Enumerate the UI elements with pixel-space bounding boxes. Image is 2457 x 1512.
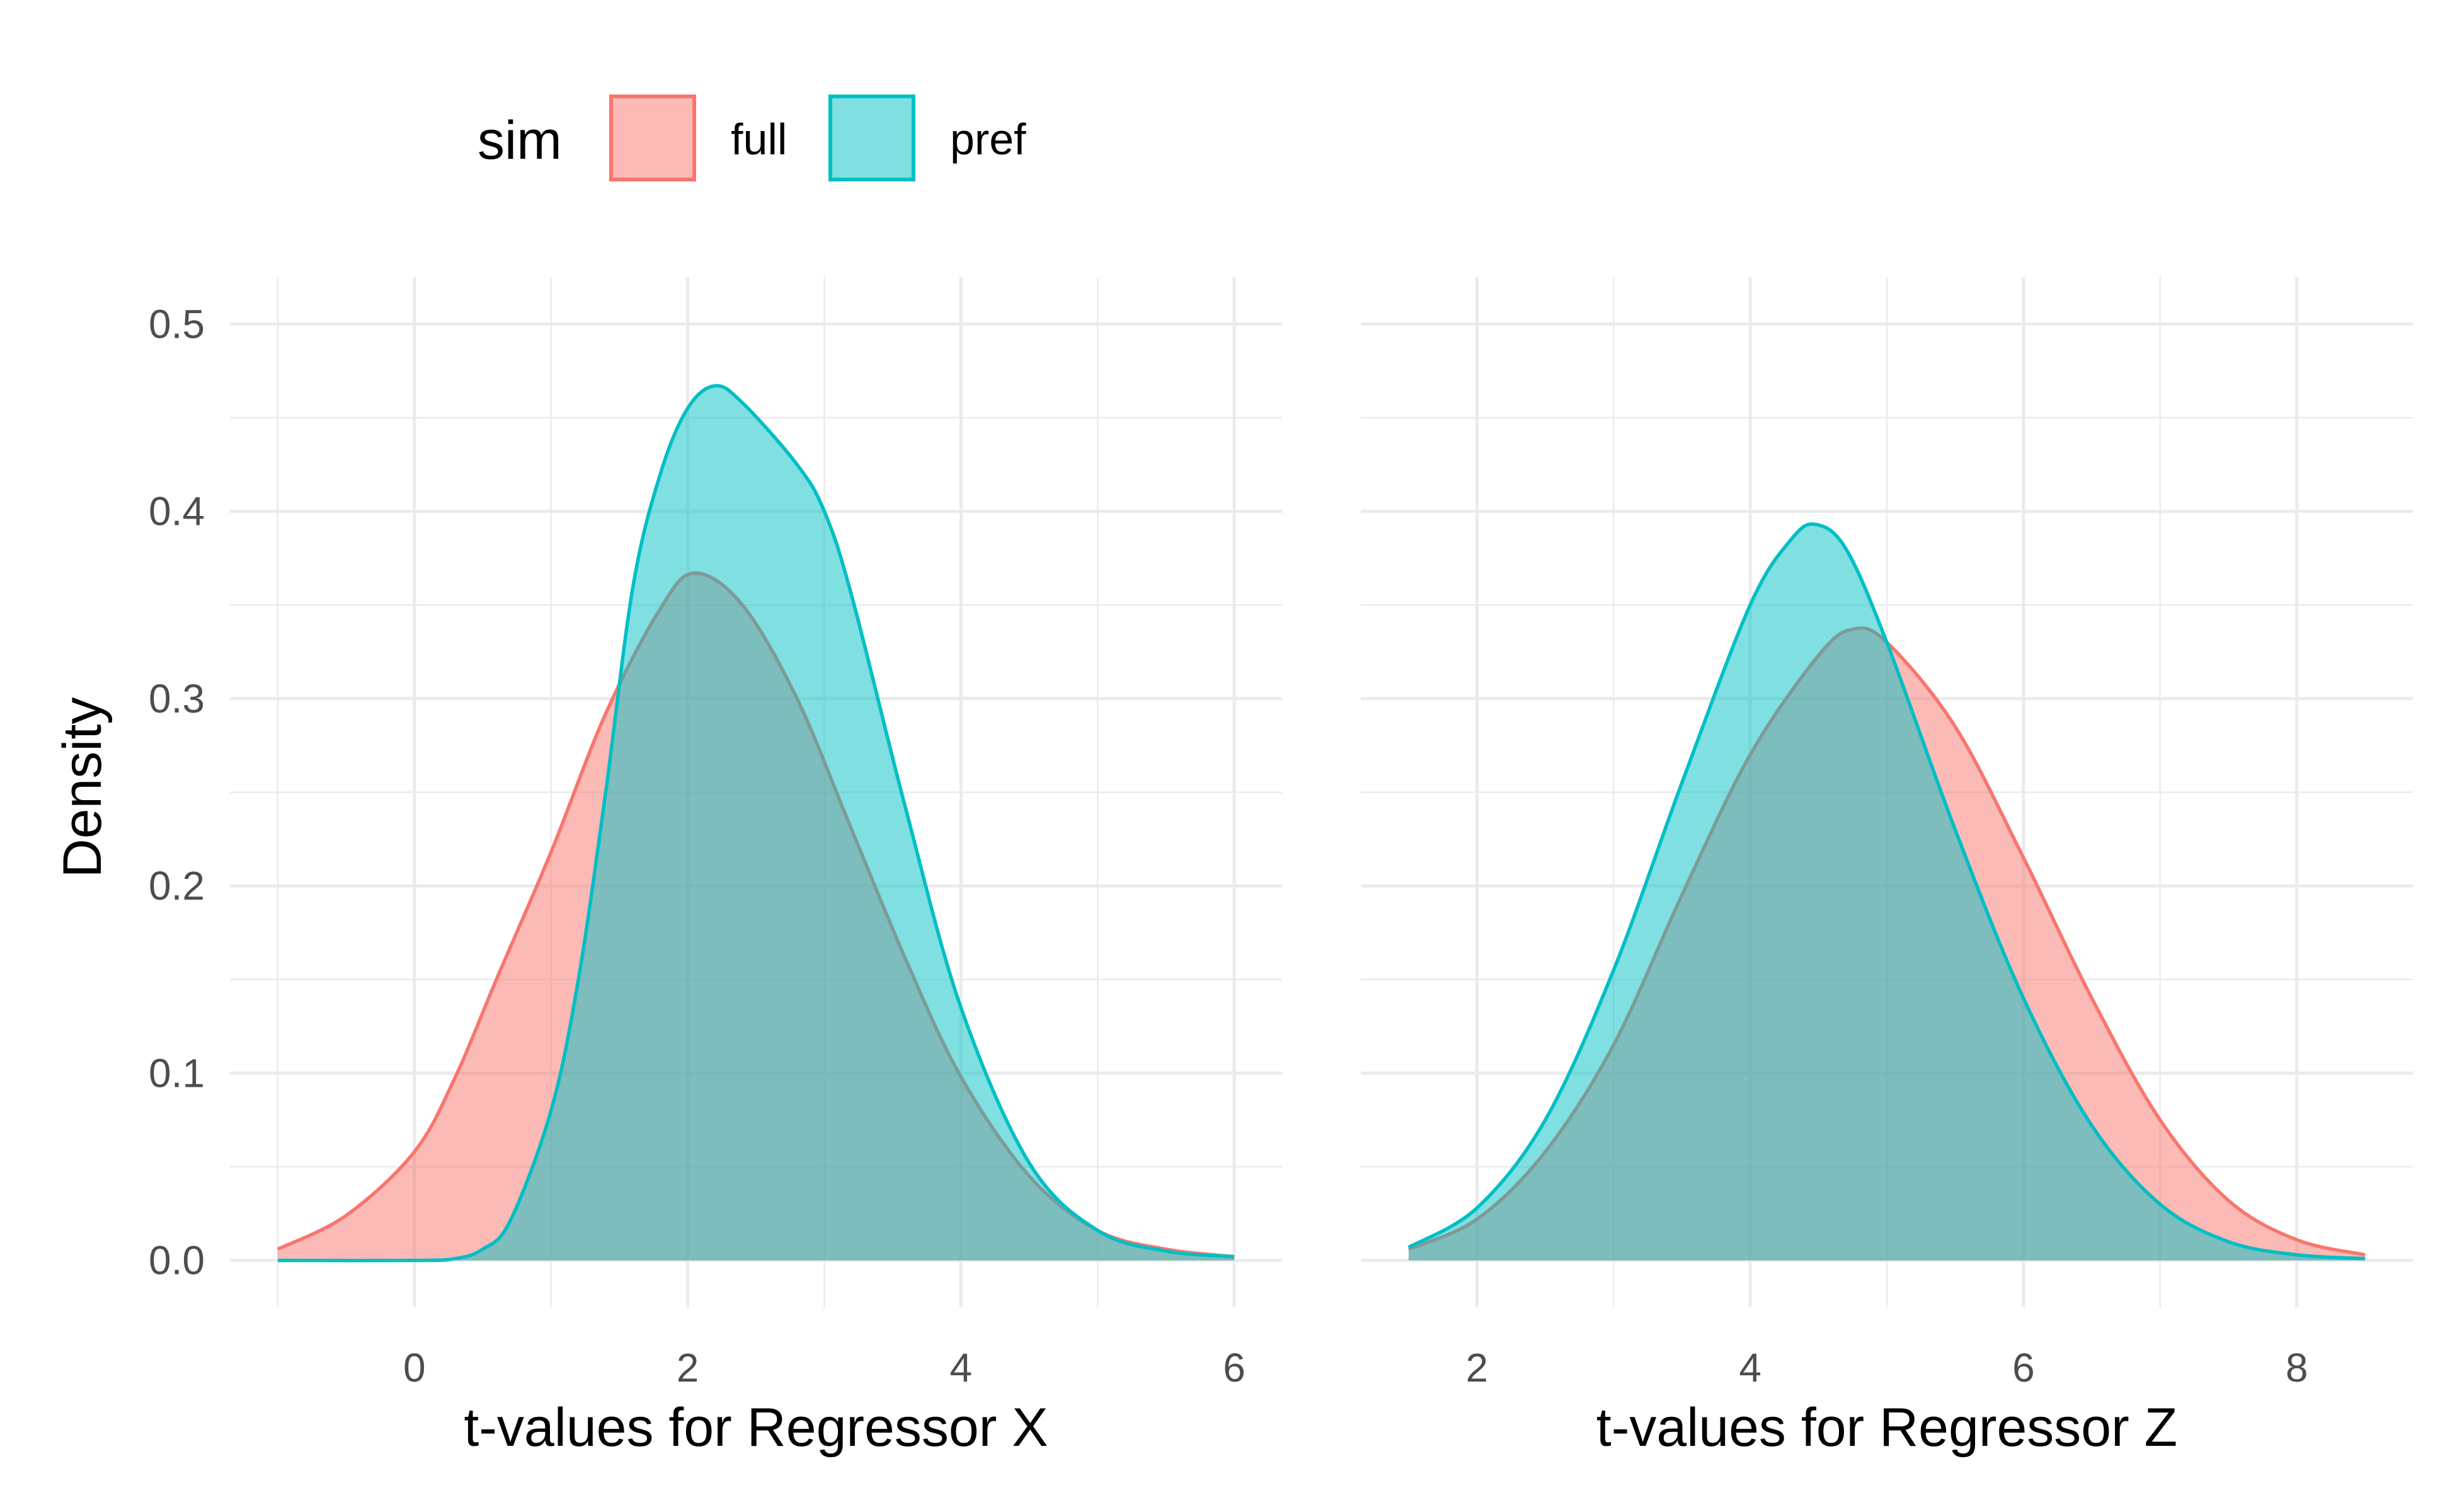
density-area-pref [1408,524,2366,1261]
density-area-pref [277,386,1235,1261]
panel-regressor-x: 0 2 4 6 0.0 0.1 0.2 0.3 0.4 0.5 t-values for Regre… [149,277,1282,1458]
x-tick-label: 6 [1223,1345,1246,1390]
legend-title: sim [478,110,562,171]
y-tick-label: 0.3 [149,676,205,721]
x-tick-label: 8 [2286,1345,2308,1390]
y-tick-label: 0.1 [149,1050,205,1096]
x-axis-title: t-values for Regressor X [464,1397,1048,1458]
x-tick-label: 0 [403,1345,426,1390]
y-tick-label: 0.4 [149,489,205,534]
density-line-pref [277,384,1235,1263]
legend-label-full: full [731,115,787,164]
legend-label-pref: pref [950,115,1026,164]
legend: sim full pref [478,94,1026,181]
x-tick-label: 2 [677,1345,699,1390]
x-tick-label: 2 [1466,1345,1489,1390]
x-tick-label: 6 [2012,1345,2035,1390]
y-axis-title: Density [52,697,113,878]
x-axis-title: t-values for Regressor Z [1596,1397,2177,1458]
x-tick-label: 4 [950,1345,973,1390]
x-tick-label: 4 [1739,1345,1761,1390]
legend-key-full [609,94,696,181]
panel-regressor-z: 2 4 6 8 t-values for Regressor Z [1361,277,2413,1458]
y-tick-label: 0.0 [149,1238,205,1283]
density-line-pref [1407,522,2366,1261]
legend-key-pref [828,94,915,181]
y-tick-label: 0.2 [149,863,205,908]
y-tick-label: 0.5 [149,301,205,346]
